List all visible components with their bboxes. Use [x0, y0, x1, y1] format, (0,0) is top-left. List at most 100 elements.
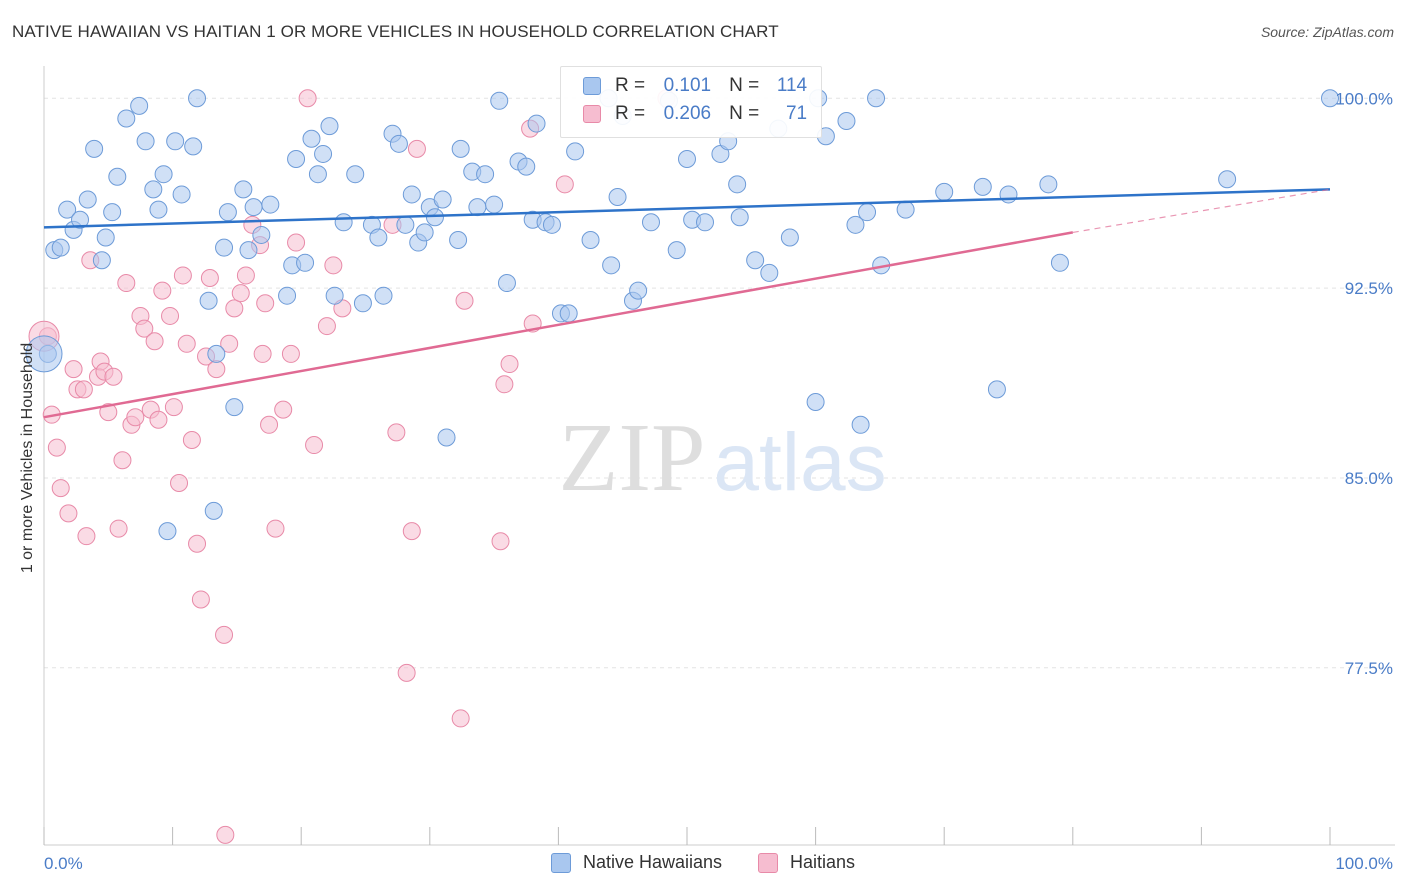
native-hawaiians-point — [999, 185, 1018, 204]
native-hawaiians-point — [896, 200, 915, 219]
native-hawaiians-point — [117, 109, 136, 128]
n-label: N = — [729, 103, 760, 124]
legend-swatch-pink — [583, 105, 601, 123]
native-hawaiians-point — [542, 215, 561, 234]
haitians-point — [200, 268, 219, 287]
haitians-point — [47, 438, 66, 457]
native-hawaiians-point — [490, 91, 509, 110]
native-hawaiians-point — [85, 139, 104, 158]
haitians-point — [64, 360, 83, 379]
native-hawaiians-point — [287, 150, 306, 169]
native-hawaiians-point — [449, 231, 468, 250]
correlation-legend: R = 0.101 N = 114 R = 0.206 N = 71 — [560, 66, 822, 138]
haitians-point — [253, 344, 272, 363]
legend-item-haitians[interactable]: Haitians — [758, 852, 855, 873]
native-hawaiians-point — [71, 210, 90, 229]
native-hawaiians-point — [641, 213, 660, 232]
native-hawaiians-point — [728, 175, 747, 194]
n-label: N = — [729, 75, 760, 96]
native-hawaiians-point — [858, 203, 877, 222]
haitians-point — [177, 334, 196, 353]
haitians-point — [164, 398, 183, 417]
native-hawaiians-point — [837, 112, 856, 131]
haitians-point — [77, 527, 96, 546]
native-hawaiians-trend-line — [43, 188, 1331, 229]
native-hawaiians-point — [96, 228, 115, 247]
native-hawaiians-point — [78, 190, 97, 209]
haitians-point — [491, 532, 510, 551]
haitians-point — [451, 709, 470, 728]
haitians-point — [145, 332, 164, 351]
native-hawaiians-point — [566, 142, 585, 161]
native-hawaiians-point — [846, 215, 865, 234]
trend-lines — [43, 188, 1331, 419]
haitians-point — [266, 519, 285, 538]
native-hawaiians-point — [234, 180, 253, 199]
r-label: R = — [615, 75, 646, 96]
native-hawaiians-point — [581, 231, 600, 250]
native-hawaiians-point — [468, 198, 487, 217]
native-hawaiians-point — [374, 286, 393, 305]
legend-row-haitians: R = 0.206 N = 71 — [583, 102, 807, 126]
haitians-point — [225, 299, 244, 318]
native-hawaiians-point — [158, 522, 177, 541]
haitians-point — [126, 408, 145, 427]
native-hawaiians-point — [517, 157, 536, 176]
native-hawaiians-point — [433, 190, 452, 209]
haitians-point — [500, 355, 519, 374]
native-hawaiians-point — [667, 241, 686, 260]
native-hawaiians-point — [136, 132, 155, 151]
haitians-point — [215, 625, 234, 644]
haitians-point — [274, 400, 293, 419]
haitians-point — [281, 344, 300, 363]
native-hawaiians-point — [244, 198, 263, 217]
native-hawaiians-point — [527, 114, 546, 133]
native-hawaiians-point — [760, 263, 779, 282]
native-hawaiians-point — [144, 180, 163, 199]
haitians-point — [109, 519, 128, 538]
haitians-point — [135, 319, 154, 338]
native-hawaiians-point — [278, 286, 297, 305]
native-hawaiians-point — [308, 165, 327, 184]
haitians-point — [191, 590, 210, 609]
tick-labels: 77.5% 85.0% 92.5% 100.0% 0.0% 100.0% — [44, 89, 1393, 873]
native-hawaiians-point — [184, 137, 203, 156]
y-tick-label: 100.0% — [1335, 89, 1393, 108]
native-hawaiians-point — [485, 195, 504, 214]
y-axis-label: 1 or more Vehicles in Household — [19, 342, 36, 574]
haitians-point — [216, 825, 235, 844]
native-hawaiians-point — [25, 335, 63, 373]
native-hawaiians-point — [987, 380, 1006, 399]
native-hawaiians-point — [402, 185, 421, 204]
r-value: 0.206 — [663, 103, 712, 124]
n-value: 114 — [776, 75, 808, 96]
haitians-point — [207, 360, 226, 379]
native-hawaiians-point — [396, 215, 415, 234]
native-hawaiians-point — [746, 251, 765, 270]
native-hawaiians-point — [188, 89, 207, 108]
native-hawaiians-point — [389, 134, 408, 153]
source-credit[interactable]: Source: ZipAtlas.com — [1260, 24, 1394, 40]
native-hawaiians-point — [207, 344, 226, 363]
haitians-point — [324, 256, 343, 275]
native-hawaiians-point — [252, 225, 271, 244]
native-hawaiians-point — [58, 200, 77, 219]
native-hawaiians-point — [476, 165, 495, 184]
native-hawaiians-point — [559, 304, 578, 323]
haitians-point — [402, 522, 421, 541]
native-hawaiians-point — [851, 415, 870, 434]
native-hawaiians-point — [239, 241, 258, 260]
haitians-point — [149, 410, 168, 429]
native-hawaiians-points — [25, 89, 1339, 541]
native-hawaiians-point — [696, 213, 715, 232]
haitians-point — [153, 281, 172, 300]
native-hawaiians-point — [608, 187, 627, 206]
haitians-point — [99, 403, 118, 422]
series-legend: Native Hawaiians Haitians — [0, 852, 1406, 873]
native-hawaiians-point — [166, 132, 185, 151]
native-hawaiians-point — [296, 253, 315, 272]
native-hawaiians-point — [346, 165, 365, 184]
native-hawaiians-point — [218, 203, 237, 222]
legend-item-native-hawaiians[interactable]: Native Hawaiians — [550, 852, 722, 873]
